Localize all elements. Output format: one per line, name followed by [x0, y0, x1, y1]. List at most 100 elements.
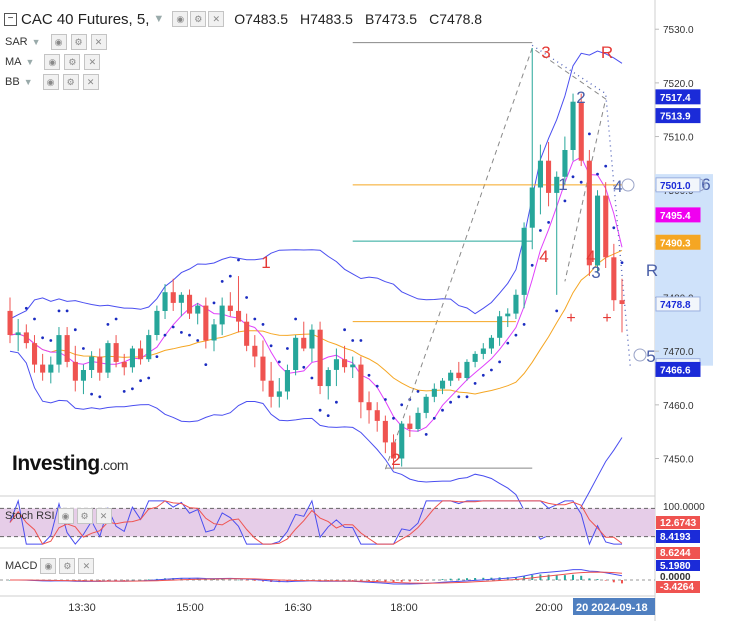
candle-body	[219, 305, 225, 325]
close-icon[interactable]: ✕	[78, 558, 95, 574]
chevron-down-icon[interactable]: ▼	[23, 77, 33, 87]
macd-histogram-bar	[580, 575, 583, 580]
chevron-down-icon[interactable]: ▼	[25, 57, 35, 67]
wave-label: 5	[646, 347, 655, 366]
collapse-icon[interactable]: −	[4, 12, 17, 26]
macd-histogram-bar	[98, 580, 101, 581]
candle-body	[391, 442, 397, 459]
close-icon[interactable]: ✕	[82, 74, 99, 90]
price-tag-label: 7495.4	[660, 211, 691, 222]
sar-dot	[131, 387, 134, 391]
candle-body	[227, 305, 233, 311]
price-tag-box	[655, 361, 701, 377]
settings-icon[interactable]: ⚙	[190, 11, 207, 27]
candle-body	[195, 305, 201, 314]
sar-dot	[375, 384, 379, 388]
wave-dotted-line	[531, 44, 631, 366]
chevron-down-icon[interactable]: ▼	[153, 13, 165, 25]
macd-histogram-bar	[621, 580, 623, 584]
candle-body	[146, 335, 152, 360]
close-icon[interactable]: ✕	[90, 34, 107, 50]
indicator-ma[interactable]: MA ▼ ◉ ⚙ ✕	[5, 54, 101, 70]
candle-body	[236, 310, 242, 322]
candle-body	[570, 101, 576, 150]
candle-body	[105, 343, 111, 373]
sar-dot	[498, 360, 501, 364]
candle-body	[407, 423, 413, 429]
settings-icon[interactable]: ⚙	[59, 558, 76, 574]
macd-value-label: 5.1980	[660, 561, 691, 572]
sar-dot	[286, 347, 289, 350]
macd-histogram-bar	[213, 579, 215, 580]
candle-body	[260, 356, 266, 381]
indicator-bb[interactable]: BB ▼ ◉ ⚙ ✕	[5, 74, 99, 90]
candle-body	[546, 160, 552, 193]
macd-histogram-bar	[237, 579, 240, 581]
x-tick-label: 13:30	[68, 602, 96, 614]
investing-logo: Investing.com	[12, 452, 129, 476]
indicator-sar[interactable]: SAR ▼ ◉ ⚙ ✕	[5, 34, 107, 50]
macd-histogram-bar	[262, 580, 264, 582]
symbol-title[interactable]: CAC 40 Futures, 5,	[21, 10, 150, 28]
axis-highlight-zone	[655, 174, 713, 366]
macd-histogram-bar	[417, 580, 419, 581]
candle-body	[554, 176, 560, 193]
close-icon[interactable]: ✕	[95, 508, 112, 524]
candle-body	[178, 294, 184, 303]
macd-histogram-bar	[221, 579, 224, 580]
macd-histogram-bar	[335, 580, 338, 581]
candle-body	[154, 310, 160, 335]
macd-histogram-bar	[327, 580, 330, 581]
eye-icon[interactable]: ◉	[57, 508, 74, 524]
candle-body	[366, 402, 372, 411]
eye-icon[interactable]: ◉	[40, 558, 57, 574]
candle-body	[521, 227, 527, 295]
settings-icon[interactable]: ⚙	[76, 508, 93, 524]
macd-label[interactable]: MACD ◉ ⚙ ✕	[5, 558, 95, 574]
macd-histogram-bar	[359, 580, 362, 581]
sar-dot	[269, 344, 273, 348]
close-icon[interactable]: ✕	[84, 54, 101, 70]
wave-label: 6	[701, 175, 710, 194]
candle-body	[89, 356, 95, 370]
wave-label: +	[602, 310, 611, 327]
candle-body	[268, 380, 274, 397]
candle-body	[309, 329, 315, 349]
chevron-down-icon[interactable]: ▼	[31, 37, 41, 47]
sar-dot	[392, 416, 395, 420]
eye-icon[interactable]: ◉	[50, 34, 67, 50]
candle-body	[325, 370, 331, 387]
sar-dot	[171, 325, 175, 329]
candle-body	[284, 370, 290, 392]
candle-body	[350, 364, 356, 368]
y-tick-label: 7450.0	[663, 455, 694, 466]
sar-dot	[416, 390, 420, 393]
eye-icon[interactable]: ◉	[44, 54, 61, 70]
wave-label: R	[646, 261, 658, 280]
macd-value-box	[656, 547, 700, 559]
candle-body	[32, 343, 38, 365]
eye-icon[interactable]: ◉	[42, 74, 59, 90]
macd-histogram-bar	[523, 576, 526, 580]
macd-histogram-bar	[147, 579, 150, 580]
wave-label: 2	[576, 88, 585, 107]
sar-dot	[41, 336, 44, 340]
x-tick-label: 16:30	[284, 602, 312, 614]
settings-icon[interactable]: ⚙	[70, 34, 87, 50]
indicator-label: BB	[5, 76, 20, 88]
candle-body	[293, 337, 299, 370]
eye-icon[interactable]: ◉	[172, 11, 189, 27]
logo-suffix: .com	[99, 457, 129, 473]
close-icon[interactable]: ✕	[208, 11, 225, 27]
macd-histogram-bar	[139, 579, 142, 581]
stoch-rsi-label[interactable]: Stoch RSI ◉ ⚙ ✕	[5, 508, 112, 524]
stoch-d-line	[9, 500, 623, 545]
settings-icon[interactable]: ⚙	[62, 74, 79, 90]
sar-dot	[530, 263, 534, 267]
candle-body	[562, 150, 568, 177]
settings-icon[interactable]: ⚙	[64, 54, 81, 70]
candle-body	[415, 412, 421, 429]
x-tick-label: 20:00	[535, 602, 563, 614]
sar-dot	[384, 398, 387, 401]
